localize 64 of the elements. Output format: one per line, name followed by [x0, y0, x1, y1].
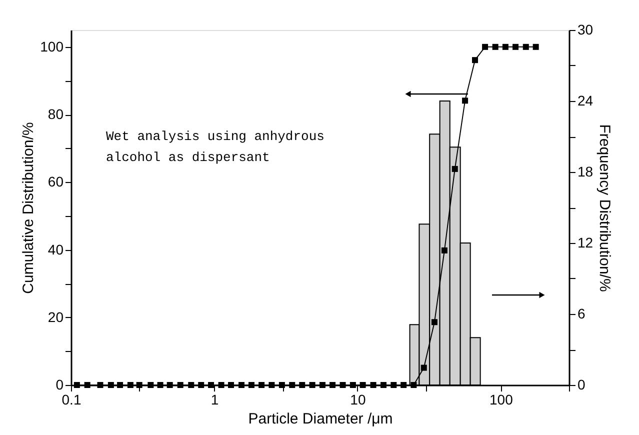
y2-tick-label: 0: [578, 376, 586, 392]
point: [431, 319, 438, 326]
y-tick-label: 0: [56, 376, 64, 392]
point: [330, 382, 336, 388]
point: [177, 382, 184, 388]
point: [97, 382, 104, 388]
point: [289, 382, 296, 388]
point: [492, 44, 498, 50]
point: [188, 382, 194, 388]
point: [350, 382, 356, 388]
y2-tick-label: 30: [578, 22, 594, 38]
y-axis-title: Cumulative Distribution/%: [20, 122, 38, 294]
point: [319, 382, 326, 388]
annotation: Wet analysis using anhydrous alcohol as dispersant: [106, 129, 324, 165]
y2-tick-label: 6: [578, 306, 586, 322]
x-tick-label: 1: [210, 392, 219, 408]
y2-tick-label: 24: [578, 92, 594, 108]
y-tick-label: 80: [48, 106, 64, 122]
point: [127, 382, 134, 388]
point: [502, 44, 508, 50]
point: [441, 247, 448, 254]
point: [452, 166, 458, 172]
y2-tick-label: 12: [578, 234, 594, 250]
point: [512, 44, 519, 50]
point: [248, 382, 254, 388]
point: [462, 98, 468, 104]
point: [166, 382, 173, 388]
point: [472, 57, 478, 64]
point: [278, 382, 285, 388]
point: [228, 382, 234, 388]
point: [208, 382, 214, 388]
point: [370, 382, 376, 388]
x-tick-label: 100: [489, 392, 514, 408]
y-tick-label: 40: [48, 241, 64, 258]
point: [117, 382, 124, 388]
point: [532, 44, 539, 50]
y2-tick-label: 18: [578, 164, 594, 180]
point: [299, 382, 306, 388]
y-tick-label: 100: [40, 38, 64, 54]
point: [238, 382, 244, 388]
point: [108, 382, 114, 388]
point: [340, 382, 346, 388]
point: [410, 382, 417, 388]
y-tick-label: 20: [48, 308, 64, 325]
point: [400, 382, 407, 388]
point: [522, 44, 529, 50]
point: [380, 382, 386, 388]
point: [136, 382, 142, 388]
y2-axis-title: Frequency Distribution/%: [596, 124, 614, 292]
point: [309, 382, 316, 388]
point: [360, 382, 366, 388]
point: [148, 382, 154, 388]
y-tick-label: 60: [48, 174, 64, 190]
point: [218, 382, 224, 388]
x-tick-label: 0.1: [62, 392, 82, 408]
x-tick-label: 10: [350, 392, 366, 408]
point: [157, 382, 164, 388]
x-axis-title: Particle Diameter /μm: [248, 410, 393, 428]
point: [482, 44, 488, 50]
point: [258, 382, 265, 388]
point: [268, 382, 275, 388]
point: [198, 382, 204, 388]
point: [390, 382, 397, 388]
point: [420, 364, 427, 371]
